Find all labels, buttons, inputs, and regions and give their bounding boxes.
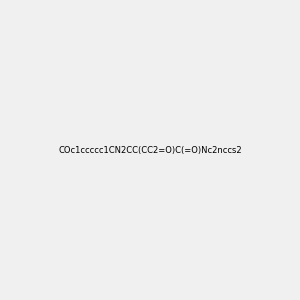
Text: COc1ccccc1CN2CC(CC2=O)C(=O)Nc2nccs2: COc1ccccc1CN2CC(CC2=O)C(=O)Nc2nccs2 bbox=[58, 146, 242, 154]
